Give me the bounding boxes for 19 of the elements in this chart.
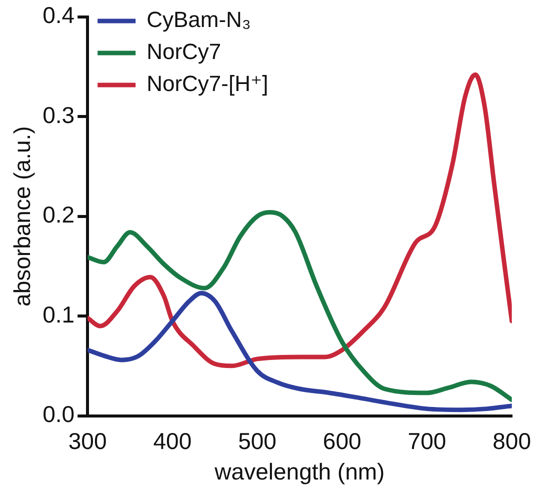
y-tick-label: 0.4 bbox=[42, 2, 75, 28]
y-tick-label: 0.3 bbox=[42, 102, 75, 128]
x-tick-label: 700 bbox=[408, 428, 446, 454]
line-series bbox=[88, 72, 512, 368]
line-series bbox=[88, 290, 512, 412]
y-tick-label: 0.1 bbox=[42, 301, 75, 328]
x-tick-label: 500 bbox=[238, 428, 276, 454]
legend-label: NorCy7-[H⁺] bbox=[146, 71, 268, 96]
x-axis-title: wavelength (nm) bbox=[214, 458, 385, 485]
x-tick-label: 300 bbox=[68, 428, 107, 454]
x-tick-label: 800 bbox=[492, 428, 531, 454]
x-tick-label: 600 bbox=[322, 428, 362, 454]
y-tick-label: 0.0 bbox=[42, 401, 75, 428]
y-axis-title: absorbance (a.u.) bbox=[9, 126, 36, 306]
line-series bbox=[88, 210, 512, 402]
legend-label: CyBam-N₃ bbox=[146, 7, 251, 32]
legend-label: NorCy7 bbox=[146, 39, 222, 64]
x-tick-label: 400 bbox=[153, 428, 192, 454]
y-tick-label: 0.2 bbox=[42, 202, 75, 228]
